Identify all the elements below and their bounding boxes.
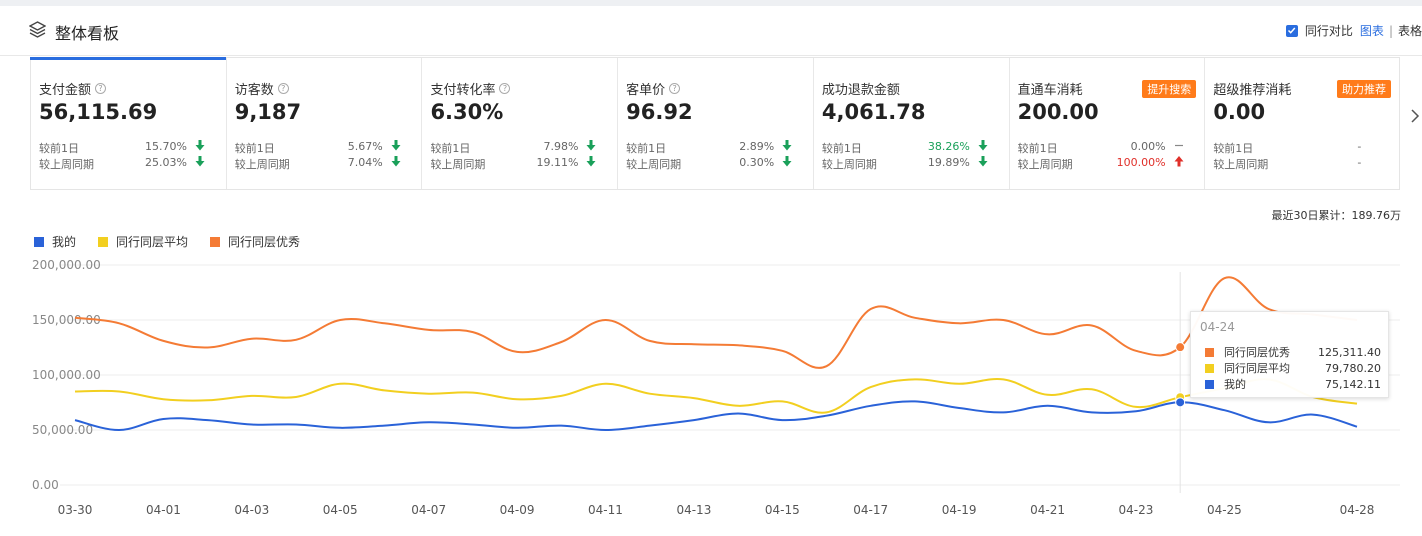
card-title: 成功退款金额 (821, 83, 900, 98)
x-tick-label: 04-17 (853, 503, 888, 517)
arrow-down-icon (195, 140, 205, 154)
chart-view-link[interactable]: 图表 (1359, 24, 1384, 38)
metric-card[interactable]: 成功退款金额 4,061.78 较前1日 38.26% 较上周同期 19.89% (814, 58, 1010, 189)
card-badge-button[interactable]: 助力推荐 (1337, 80, 1392, 98)
arrow-down-icon (782, 140, 792, 154)
help-icon[interactable]: ? (499, 83, 511, 94)
header-bar: 整体看板 同行对比 图表 | 表格 (0, 6, 1422, 56)
x-tick-label: 04-13 (676, 503, 711, 517)
card-title: 支付金额? (39, 79, 107, 98)
cumulative-total: 最近30日累计：189.76万 (1271, 209, 1402, 222)
tooltip-row: 同行同层优秀 125,311.40 (1205, 344, 1385, 360)
x-tick-label: 04-05 (323, 503, 358, 517)
view-separator: | (1388, 23, 1393, 38)
x-tick-label: 04-23 (1119, 503, 1154, 517)
legend-item-avg[interactable]: 同行同层平均 (98, 233, 188, 250)
card-value: 200.00 (1017, 100, 1099, 124)
card-title: 超级推荐消耗 (1213, 83, 1292, 98)
x-tick-label: 04-11 (588, 503, 623, 517)
metric-card[interactable]: 客单价? 96.92 较前1日 2.89% 较上周同期 0.30% (618, 58, 814, 189)
series-line-excellent (74, 276, 1358, 369)
y-tick-label: 200,000.00 (32, 258, 101, 272)
legend-item-mine[interactable]: 我的 (34, 233, 76, 250)
tooltip-row: 我的 75,142.11 (1205, 376, 1385, 392)
top-strip (0, 0, 1422, 6)
metric-card[interactable]: 直通车消耗 200.00 提升搜索 较前1日 0.00% 较上周同期 100.00% (1010, 58, 1206, 189)
arrow-down-icon (978, 156, 988, 170)
metric-cards: 支付金额? 56,115.69 较前1日 15.70% 较上周同期 25.03% 访客数? 9… (30, 57, 1400, 190)
header-controls: 同行对比 图表 | 表格 (1285, 22, 1422, 39)
card-title: 直通车消耗 (1017, 83, 1083, 98)
tooltip-date: 04-24 (1200, 320, 1235, 334)
compare-checkbox[interactable] (1285, 24, 1298, 37)
help-icon[interactable]: ? (95, 83, 107, 94)
card-value: 0.00 (1213, 100, 1266, 124)
card-title: 客单价? (626, 79, 681, 98)
table-view-link[interactable]: 表格 (1397, 24, 1422, 38)
series-line-mine (74, 400, 1358, 432)
series-line-avg (74, 378, 1358, 414)
x-tick-label: 04-09 (500, 503, 535, 517)
metric-card[interactable]: 支付转化率? 6.30% 较前1日 7.98% 较上周同期 19.11% (422, 58, 619, 189)
card-value: 56,115.69 (39, 100, 158, 124)
y-tick-label: 0.00 (32, 478, 59, 492)
y-tick-label: 150,000.00 (32, 313, 101, 327)
compare-label[interactable]: 同行对比 (1304, 24, 1353, 38)
help-icon[interactable]: ? (669, 83, 681, 94)
x-tick-label: 04-21 (1030, 503, 1065, 517)
layers-icon (28, 21, 47, 42)
metric-card[interactable]: 支付金额? 56,115.69 较前1日 15.70% 较上周同期 25.03% (30, 57, 227, 189)
x-tick-label: 04-19 (942, 503, 977, 517)
arrow-down-icon (978, 140, 988, 154)
x-tick-label: 04-15 (765, 503, 800, 517)
x-tick-label: 04-03 (234, 503, 269, 517)
card-value: 96.92 (626, 100, 693, 124)
x-tick-label: 04-25 (1207, 503, 1242, 517)
arrow-down-icon (782, 156, 792, 170)
x-tick-label: 04-28 (1340, 503, 1375, 517)
highlight-point (1175, 397, 1186, 408)
card-title: 支付转化率? (430, 79, 511, 98)
x-tick-label: 04-07 (411, 503, 446, 517)
arrow-up-icon (1174, 156, 1184, 170)
card-badge-button[interactable]: 提升搜索 (1142, 80, 1197, 98)
legend-item-excellent[interactable]: 同行同层优秀 (210, 233, 300, 250)
arrow-down-icon (195, 156, 205, 170)
metric-card[interactable]: 访客数? 9,187 较前1日 5.67% 较上周同期 7.04% (227, 58, 423, 189)
card-value: 4,061.78 (821, 100, 926, 124)
card-value: 9,187 (234, 100, 302, 124)
page-title: 整体看板 (55, 24, 120, 43)
help-icon[interactable]: ? (277, 83, 289, 94)
chart-tooltip: 04-24 同行同层优秀 125,311.40 同行同层平均 79,780.20 我… (1190, 311, 1389, 398)
metric-card[interactable]: 超级推荐消耗 0.00 助力推荐 较前1日 - 较上周同期 - (1205, 58, 1399, 189)
highlight-point (1175, 342, 1186, 353)
arrow-down-icon (391, 140, 401, 154)
chevron-right-icon[interactable] (1410, 108, 1420, 128)
tooltip-row: 同行同层平均 79,780.20 (1205, 360, 1385, 376)
arrow-down-icon (586, 140, 596, 154)
card-title: 访客数? (235, 79, 289, 98)
arrow-down-icon (586, 156, 596, 170)
line-chart[interactable]: 200,000.00 150,000.00 100,000.00 50,000.00 0… (0, 250, 1422, 536)
chart-legend: 我的 同行同层平均 同行同层优秀 (34, 233, 322, 250)
x-tick-label: 04-01 (146, 503, 181, 517)
card-value: 6.30% (430, 100, 504, 124)
y-tick-label: 100,000.00 (32, 368, 101, 382)
arrow-down-icon (391, 156, 401, 170)
dash-icon (1174, 140, 1184, 154)
x-tick-label: 03-30 (58, 503, 93, 517)
y-tick-label: 50,000.00 (32, 423, 93, 437)
